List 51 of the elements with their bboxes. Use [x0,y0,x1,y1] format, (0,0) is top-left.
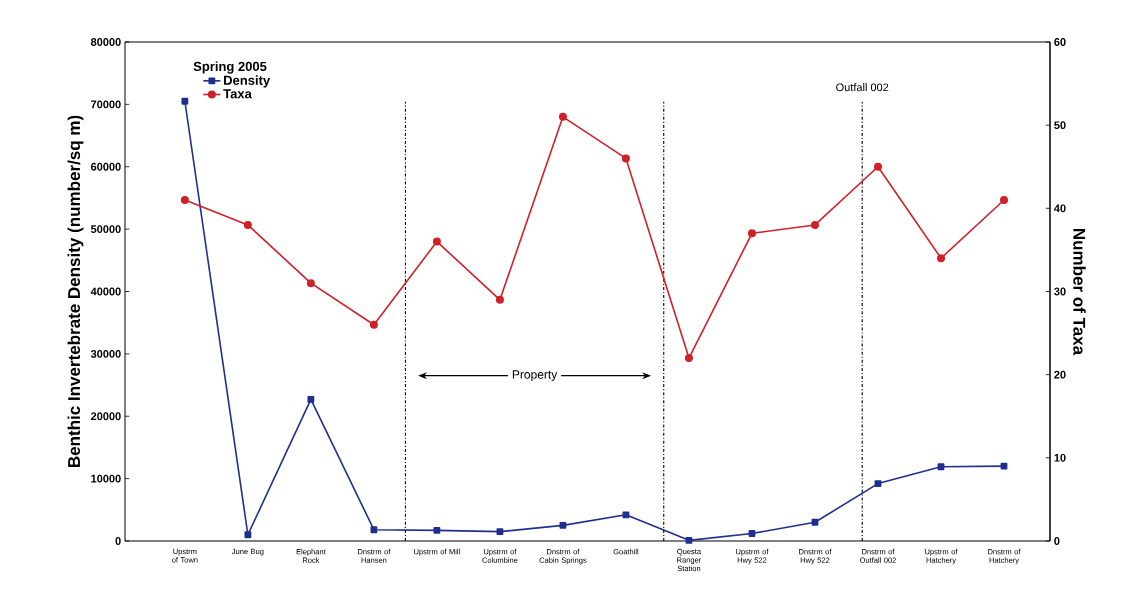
point [180,196,189,204]
point [810,220,819,229]
y-tick-label: 30000 [90,349,121,358]
legend-label: Density [224,75,271,88]
y-tick-label: 0 [115,537,121,545]
point [559,521,567,529]
point [370,526,378,534]
point [873,162,882,171]
point [1000,462,1008,470]
y-tick-label: 20000 [90,412,121,421]
y2-tick-label: 60 [1054,38,1066,46]
y2-axis-title: Number of Taxa [1073,229,1086,356]
point [685,536,693,544]
y-tick-label: 40000 [90,287,121,296]
point [622,511,630,519]
legend-label: Taxa [223,89,252,99]
point [1000,196,1009,204]
point [748,530,756,537]
point [937,254,945,263]
legend-title: Spring 2005 [193,61,267,74]
y2-tick-label: 20 [1054,370,1066,379]
point [181,97,189,105]
point [307,395,315,403]
point [937,463,945,471]
y2-tick-label: 40 [1054,204,1066,213]
point [495,295,504,304]
point [432,237,441,246]
point [621,154,630,163]
point [874,480,882,487]
y2-tick-label: 50 [1054,121,1066,130]
annotation: Property [512,370,558,382]
y2-tick-label: 10 [1054,453,1066,462]
annotation: Outfall 002 [836,83,889,92]
y-tick-label: 70000 [91,100,121,109]
y2-tick-label: 0 [1054,537,1060,545]
y-tick-label: 50000 [90,225,121,234]
point [558,112,567,121]
y2-tick-label: 30 [1054,287,1066,296]
point [684,354,693,363]
y-axis-title: Benthic Invertebrate Density (number/sq m) [67,115,84,467]
point [243,220,252,229]
y-tick-label: 10000 [91,474,121,483]
point [244,531,252,539]
y-tick-label: 80000 [90,38,121,46]
y-tick-label: 60000 [91,162,121,171]
point [496,528,504,536]
point [433,526,441,534]
point [747,229,756,238]
point [306,279,315,288]
point [369,320,378,329]
point [811,518,819,526]
